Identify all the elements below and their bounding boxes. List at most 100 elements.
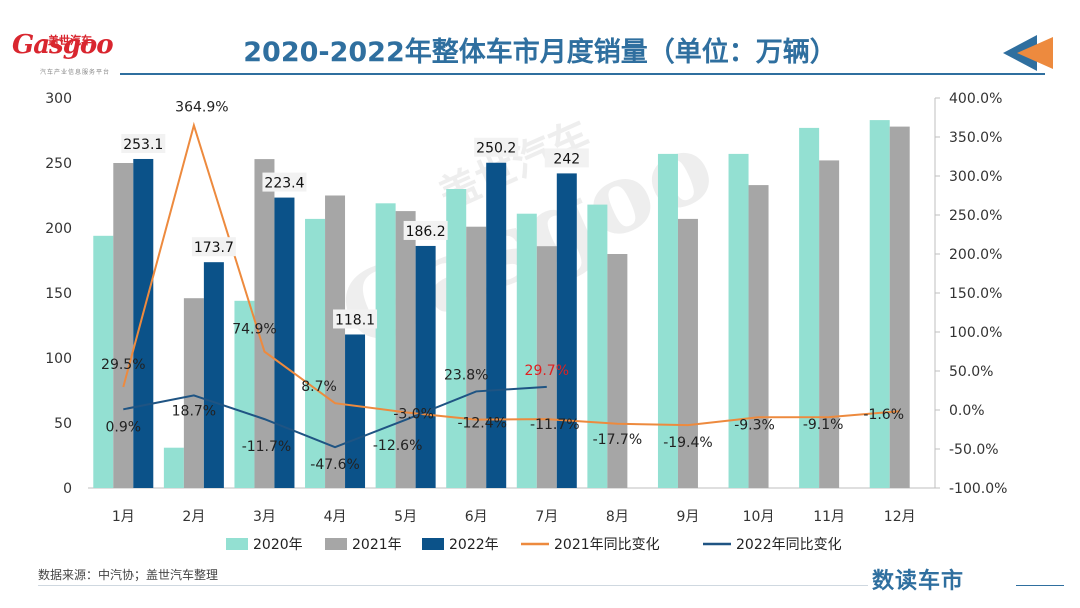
title-divider	[120, 73, 1045, 75]
bar-2020	[234, 300, 255, 488]
bar-2021	[536, 246, 557, 488]
x-tick-label: 4月	[324, 509, 347, 525]
y-right-tick-label: 50.0%	[949, 364, 993, 380]
back-arrow-icon[interactable]	[1003, 35, 1053, 71]
bar-2021	[466, 226, 487, 488]
bar-label-bg	[544, 148, 589, 168]
y-left-tick-label: 50	[54, 416, 72, 432]
legend-swatch	[325, 538, 347, 550]
yoy-2022-label: 29.7%	[525, 363, 569, 379]
y-right-tick-label: 150.0%	[949, 286, 1002, 302]
y-right-tick-label: 300.0%	[949, 169, 1002, 185]
bar-2022	[274, 197, 295, 488]
y-left-tick-label: 200	[45, 221, 72, 237]
bar-value-label-2022: 186.2	[406, 224, 446, 240]
bar-value-label-2022: 242	[553, 151, 580, 167]
bar-2020	[305, 218, 326, 488]
footer-divider	[38, 585, 868, 586]
y-right-tick-label: 100.0%	[949, 325, 1002, 341]
bar-2020	[516, 213, 537, 488]
x-tick-label: 5月	[394, 509, 417, 525]
y-left-tick-label: 250	[45, 156, 72, 172]
legend-label: 2021年同比变化	[554, 537, 660, 553]
x-tick-label: 9月	[676, 509, 699, 525]
y-right-tick-label: 400.0%	[949, 91, 1002, 107]
x-tick-label: 3月	[253, 509, 276, 525]
y-right-tick-label: 200.0%	[949, 247, 1002, 263]
bar-2020	[869, 120, 890, 488]
legend-swatch	[226, 538, 248, 550]
yoy-2021-label: -3.0%	[393, 406, 434, 422]
bar-value-label-2022: 223.4	[264, 176, 304, 192]
bar-2021	[325, 195, 346, 488]
bar-2022	[415, 245, 436, 488]
bar-2021	[183, 298, 204, 488]
yoy-2021-label: -17.7%	[593, 432, 643, 448]
data-source-note: 数据来源：中汽协；盖世汽车整理	[38, 568, 219, 582]
bar-2021	[748, 185, 769, 488]
y-left-tick-label: 150	[45, 286, 72, 302]
x-tick-label: 10月	[743, 509, 775, 525]
yoy-2021-label: 29.5%	[101, 357, 145, 373]
header: Gasgoo 盖世汽车 汽车产业信息服务平台 2020-2022年整体车市月度销…	[0, 0, 1080, 80]
yoy-2021-label: -9.1%	[803, 417, 844, 433]
y-right-tick-label: -50.0%	[949, 442, 999, 458]
y-left-tick-label: 300	[45, 91, 72, 107]
bar-label-bg	[191, 237, 236, 257]
y-right-tick-label: 350.0%	[949, 130, 1002, 146]
bar-label-bg	[333, 309, 378, 329]
back-arrow-orange	[1017, 37, 1053, 69]
gasgoo-logo: Gasgoo	[12, 30, 114, 60]
bar-2020	[728, 153, 749, 488]
x-tick-label: 6月	[465, 509, 488, 525]
gasgoo-logo-cn: 盖世汽车	[48, 34, 92, 47]
yoy-2021-label: -12.4%	[457, 416, 507, 432]
bar-label-bg	[262, 172, 307, 192]
bar-2021	[113, 163, 134, 488]
legend-label: 2021年	[352, 537, 402, 553]
bar-label-bg	[474, 137, 519, 157]
y-right-tick-label: 0.0%	[949, 403, 985, 419]
page-title: 2020-2022年整体车市月度销量（单位：万辆）	[243, 37, 837, 68]
y-left-tick-label: 0	[63, 481, 72, 497]
x-tick-label: 8月	[606, 509, 629, 525]
x-tick-label: 2月	[182, 509, 205, 525]
bar-2022	[556, 173, 577, 488]
bar-value-label-2022: 173.7	[194, 240, 234, 256]
bar-2022	[486, 162, 507, 489]
y-right-tick-label: -100.0%	[949, 481, 1007, 497]
y-right-tick-label: 250.0%	[949, 208, 1002, 224]
bar-2020	[93, 235, 114, 488]
x-tick-label: 7月	[535, 509, 558, 525]
bar-value-label-2022: 250.2	[476, 141, 516, 157]
bar-2022	[133, 158, 154, 488]
bar-2021	[607, 254, 628, 488]
legend-label: 2022年同比变化	[736, 537, 842, 553]
brand-divider	[1016, 585, 1064, 586]
bar-2020	[163, 447, 184, 488]
bar-2020	[587, 204, 608, 488]
bar-2021	[677, 218, 698, 488]
yoy-2021-label: -1.6%	[863, 407, 904, 423]
bar-2021	[889, 126, 910, 488]
line-yoy-2022	[123, 385, 547, 449]
brand-mark: 数读车市	[872, 569, 965, 594]
bar-2020	[657, 153, 678, 488]
bar-2022	[203, 262, 224, 488]
yoy-2022-label: 23.8%	[444, 367, 488, 383]
yoy-2021-label: -11.7%	[530, 417, 580, 433]
yoy-2022-label: 18.7%	[172, 403, 216, 419]
bar-2020	[799, 127, 820, 489]
legend-label: 2022年	[449, 537, 499, 553]
bar-2021	[254, 159, 275, 488]
yoy-2021-label: -19.4%	[663, 435, 713, 451]
bar-2020	[446, 189, 467, 488]
x-tick-label: 12月	[884, 509, 916, 525]
y-left-tick-label: 100	[45, 351, 72, 367]
bar-2022	[345, 334, 366, 488]
legend-label: 2020年	[253, 537, 303, 553]
bar-value-label-2022: 118.1	[335, 312, 375, 328]
yoy-2021-label: 8.7%	[301, 379, 337, 395]
bar-value-label-2022: 253.1	[123, 137, 163, 153]
